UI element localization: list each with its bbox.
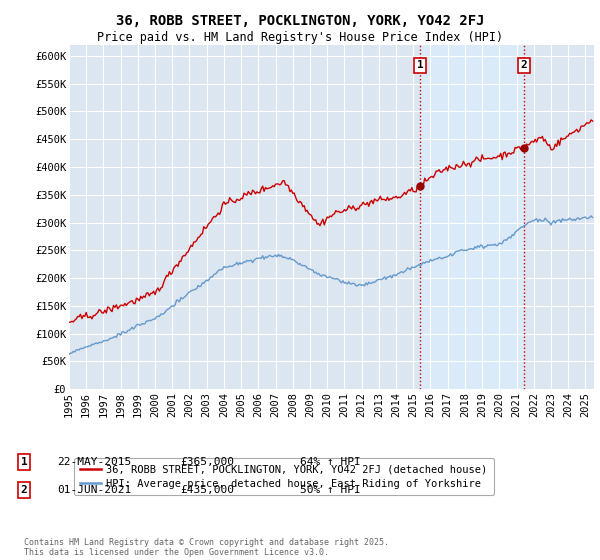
Text: 1: 1	[416, 60, 424, 71]
Text: Contains HM Land Registry data © Crown copyright and database right 2025.
This d: Contains HM Land Registry data © Crown c…	[24, 538, 389, 557]
Text: 64% ↑ HPI: 64% ↑ HPI	[300, 457, 361, 467]
Text: 36, ROBB STREET, POCKLINGTON, YORK, YO42 2FJ: 36, ROBB STREET, POCKLINGTON, YORK, YO42…	[116, 14, 484, 28]
Text: 2: 2	[520, 60, 527, 71]
Text: 01-JUN-2021: 01-JUN-2021	[57, 485, 131, 495]
Text: 2: 2	[20, 485, 28, 495]
Text: 22-MAY-2015: 22-MAY-2015	[57, 457, 131, 467]
Text: 50% ↑ HPI: 50% ↑ HPI	[300, 485, 361, 495]
Legend: 36, ROBB STREET, POCKLINGTON, YORK, YO42 2FJ (detached house), HPI: Average pric: 36, ROBB STREET, POCKLINGTON, YORK, YO42…	[74, 458, 494, 495]
Bar	[420, 45, 524, 389]
Text: Price paid vs. HM Land Registry's House Price Index (HPI): Price paid vs. HM Land Registry's House …	[97, 31, 503, 44]
Text: £435,000: £435,000	[180, 485, 234, 495]
Text: 1: 1	[20, 457, 28, 467]
Text: £365,000: £365,000	[180, 457, 234, 467]
